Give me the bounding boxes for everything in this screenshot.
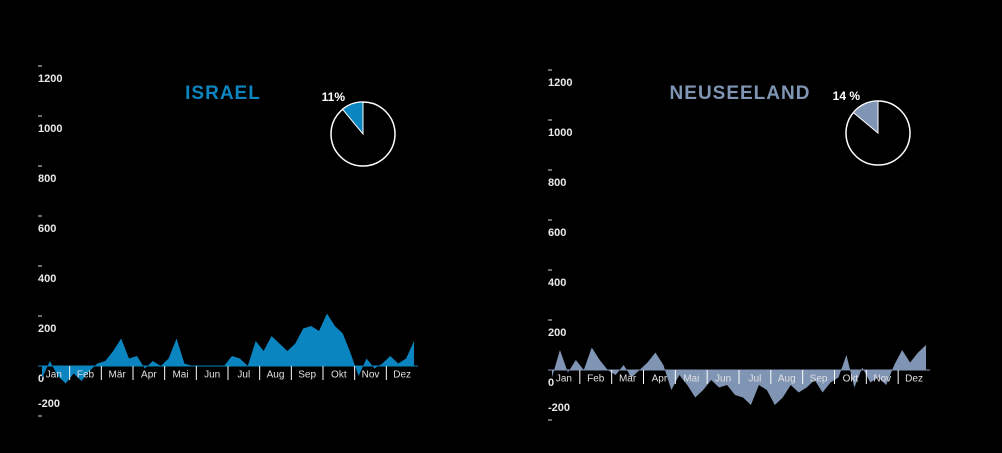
y-tick-label: 1200	[548, 77, 572, 89]
x-tick-label: Feb	[77, 370, 95, 381]
x-tick-label: Jun	[715, 374, 731, 385]
y-tick-label: 800	[38, 173, 56, 185]
x-tick-label: Nov	[873, 374, 891, 385]
y-tick-label: 1200	[38, 73, 62, 85]
x-tick-label: Apr	[652, 374, 668, 385]
y-tick-label: -200	[38, 398, 60, 410]
x-tick-label: Mai	[683, 374, 699, 385]
y-tick-label: 200	[548, 327, 566, 339]
x-tick-label: Feb	[587, 374, 605, 385]
y-tick-label: 200	[38, 323, 56, 335]
y-tick-label: 800	[548, 177, 566, 189]
x-tick-label: Jan	[46, 370, 62, 381]
x-tick-label: Aug	[778, 374, 796, 385]
x-tick-label: Mai	[172, 370, 188, 381]
x-tick-label: Mär	[619, 374, 637, 385]
x-tick-label: Okt	[843, 374, 859, 385]
pie-slice	[341, 101, 364, 136]
y-tick-label: 1000	[38, 123, 62, 135]
x-tick-label: Jul	[237, 370, 250, 381]
y-tick-label: 600	[548, 227, 566, 239]
pie-label: 11%	[322, 90, 346, 104]
pie-label: 14 %	[833, 89, 861, 103]
x-tick-label: Mär	[109, 370, 127, 381]
chart-title: NEUSEELAND	[670, 83, 811, 104]
x-tick-label: Apr	[141, 370, 157, 381]
y-tick-label: -200	[548, 402, 570, 414]
x-tick-label: Dez	[905, 374, 923, 385]
y-tick-label: 0	[38, 373, 44, 385]
x-tick-label: Nov	[362, 370, 380, 381]
x-tick-label: Okt	[331, 370, 347, 381]
x-tick-label: Jul	[749, 374, 762, 385]
x-tick-label: Jun	[204, 370, 220, 381]
x-tick-label: Sep	[298, 370, 316, 381]
y-tick-label: 0	[548, 377, 554, 389]
y-tick-label: 400	[38, 273, 56, 285]
x-tick-label: Sep	[810, 374, 828, 385]
pie-slice	[852, 100, 879, 135]
y-tick-label: 400	[548, 277, 566, 289]
y-tick-label: 600	[38, 223, 56, 235]
x-tick-label: Aug	[267, 370, 285, 381]
chart-title: ISRAEL	[185, 83, 261, 104]
x-tick-label: Jan	[556, 374, 572, 385]
y-tick-label: 1000	[548, 127, 572, 139]
x-tick-label: Dez	[393, 370, 411, 381]
